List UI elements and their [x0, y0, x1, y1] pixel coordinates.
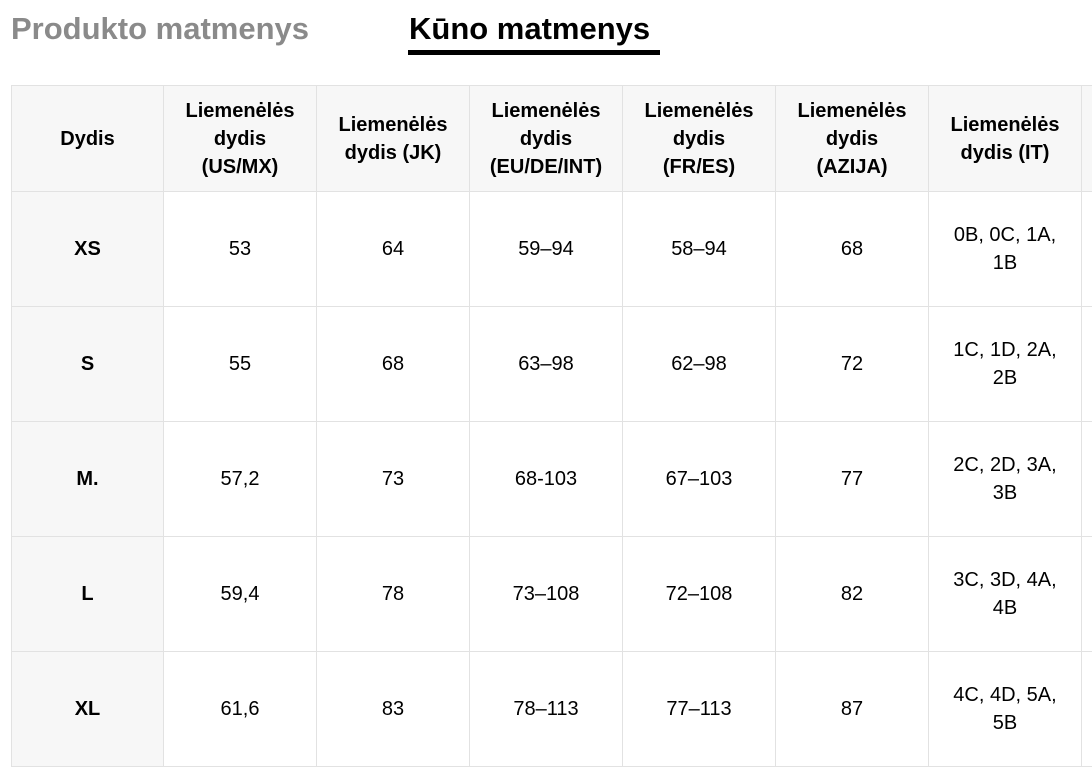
column-header: Liemenėlės dydis (EU/DE/INT): [469, 85, 623, 192]
table-cell: 0B, 0C, 1A, 1B: [928, 191, 1082, 307]
table-cell: 61,6: [163, 651, 317, 767]
table-cell: 77: [775, 421, 929, 537]
table-cell: 57,2: [163, 421, 317, 537]
table-cell: 82: [775, 536, 929, 652]
table-cell: 53: [163, 191, 317, 307]
tab-product-measurements[interactable]: Produkto matmenys: [11, 11, 310, 46]
table-row: L 59,4 78 73–108 72–108 82 3C, 3D, 4A, 4…: [11, 536, 1092, 652]
tab-body-measurements[interactable]: Kūno matmenys: [409, 11, 651, 46]
table-row: XS 53 64 59–94 58–94 68 0B, 0C, 1A, 1B: [11, 191, 1092, 307]
table-cell: 72: [775, 306, 929, 422]
table-row: S 55 68 63–98 62–98 72 1C, 1D, 2A, 2B: [11, 306, 1092, 422]
table-cell: 55: [163, 306, 317, 422]
table-cell: 64: [316, 191, 470, 307]
table-cell: 62–98: [622, 306, 776, 422]
table-cell: 68-103: [469, 421, 623, 537]
size-table: Dydis Liemenėlės dydis (US/MX) Liemenėlė…: [11, 85, 1092, 767]
active-tab-underline: [408, 50, 660, 55]
table-cell: 68: [316, 306, 470, 422]
table-cell: 68: [775, 191, 929, 307]
table-cell: 63–98: [469, 306, 623, 422]
table-cell: 3C, 3D, 4A, 4B: [928, 536, 1082, 652]
table-cell: 83: [316, 651, 470, 767]
table-cell: [1081, 191, 1092, 307]
table-cell: 72–108: [622, 536, 776, 652]
table-cell: [1081, 306, 1092, 422]
table-cell: 73–108: [469, 536, 623, 652]
table-cell: 78: [316, 536, 470, 652]
size-label-cell: M.: [11, 421, 164, 537]
table-cell: 59–94: [469, 191, 623, 307]
table-cell: [1081, 536, 1092, 652]
size-label-cell: XL: [11, 651, 164, 767]
size-label-cell: XS: [11, 191, 164, 307]
size-table-container[interactable]: Dydis Liemenėlės dydis (US/MX) Liemenėlė…: [11, 85, 1092, 776]
table-cell: 4C, 4D, 5A, 5B: [928, 651, 1082, 767]
table-cell: 73: [316, 421, 470, 537]
table-cell: 1C, 1D, 2A, 2B: [928, 306, 1082, 422]
table-cell: 58–94: [622, 191, 776, 307]
size-label-cell: L: [11, 536, 164, 652]
column-header: Liemenėlės dydis (IT): [928, 85, 1082, 192]
table-cell: 77–113: [622, 651, 776, 767]
measurement-tabs: Produkto matmenys Kūno matmenys: [0, 0, 1092, 60]
table-cell: 2C, 2D, 3A, 3B: [928, 421, 1082, 537]
table-cell: 67–103: [622, 421, 776, 537]
table-cell: 59,4: [163, 536, 317, 652]
table-cell: [1081, 421, 1092, 537]
table-row: M. 57,2 73 68-103 67–103 77 2C, 2D, 3A, …: [11, 421, 1092, 537]
table-cell: [1081, 651, 1092, 767]
table-cell: 87: [775, 651, 929, 767]
column-header: Liemenėlės dydis (FR/ES): [622, 85, 776, 192]
size-label-cell: S: [11, 306, 164, 422]
table-cell: 78–113: [469, 651, 623, 767]
column-header: Liemenėlės dydis (JK): [316, 85, 470, 192]
column-header: Liemenėlės dydis (AZIJA): [775, 85, 929, 192]
table-header-row: Dydis Liemenėlės dydis (US/MX) Liemenėlė…: [11, 85, 1092, 192]
column-header: Dydis: [11, 85, 164, 192]
column-header: Liemenėlės dydis (US/MX): [163, 85, 317, 192]
column-header: [1081, 85, 1092, 192]
table-row: XL 61,6 83 78–113 77–113 87 4C, 4D, 5A, …: [11, 651, 1092, 767]
